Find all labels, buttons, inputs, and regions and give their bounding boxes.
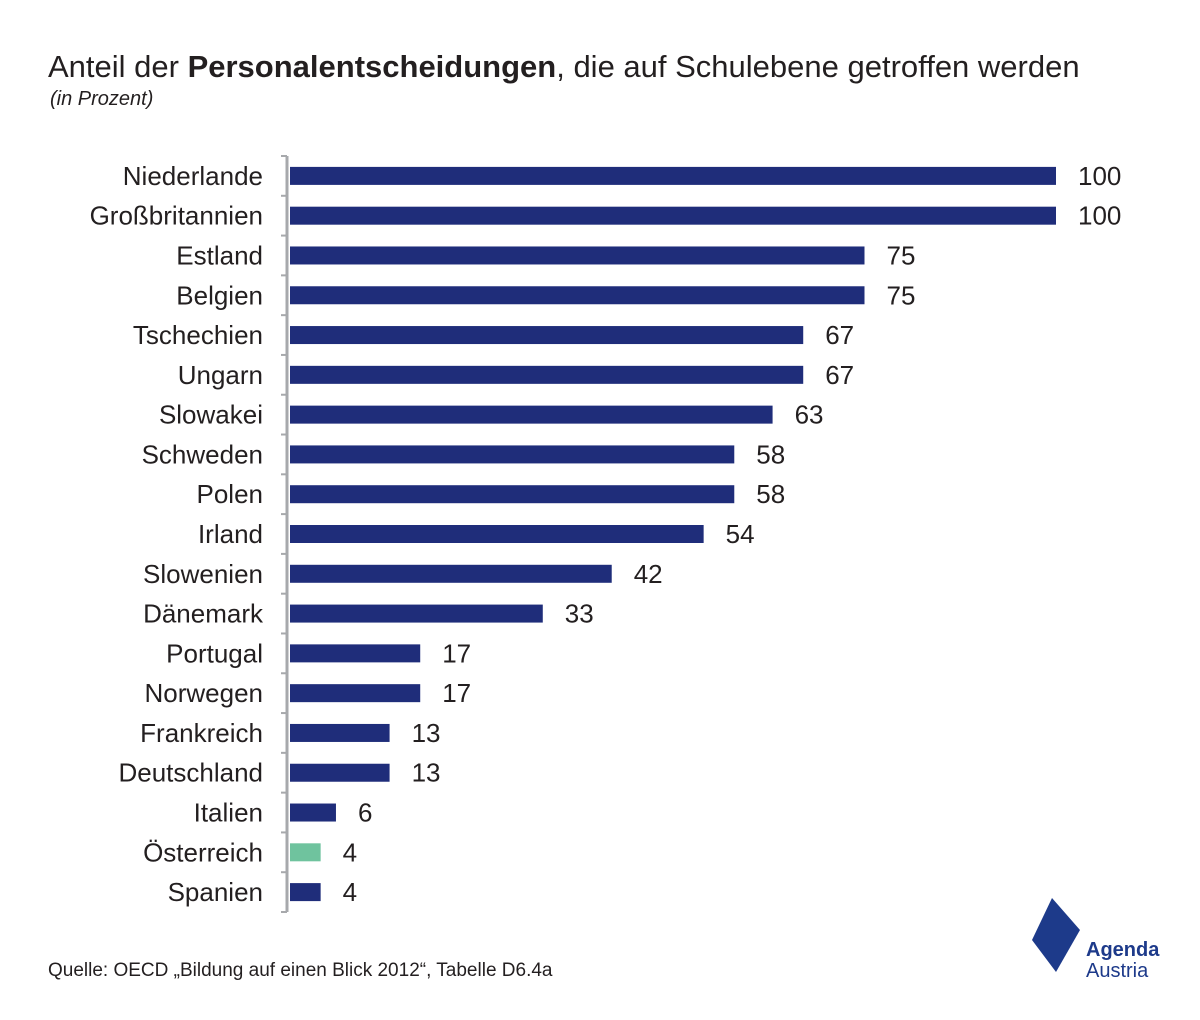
bar bbox=[290, 166, 1056, 185]
category-label: Frankreich bbox=[140, 718, 263, 748]
value-label: 17 bbox=[442, 638, 471, 668]
logo-line2: Austria bbox=[1086, 960, 1149, 982]
value-label: 67 bbox=[825, 320, 854, 350]
value-label: 33 bbox=[565, 599, 594, 629]
bar bbox=[290, 206, 1056, 225]
category-label: Dänemark bbox=[143, 599, 264, 629]
value-label: 13 bbox=[412, 758, 441, 788]
bar bbox=[290, 326, 804, 345]
bar bbox=[290, 564, 612, 583]
title-bold: Personalentscheidungen bbox=[187, 49, 557, 84]
category-label: Belgien bbox=[176, 280, 263, 310]
category-label: Slowenien bbox=[143, 559, 263, 589]
chart-subtitle: (in Prozent) bbox=[50, 88, 154, 110]
chart-title: Anteil der Personalentscheidungen, die a… bbox=[48, 48, 1080, 86]
bar bbox=[290, 723, 390, 742]
bar bbox=[290, 525, 704, 543]
value-label: 58 bbox=[756, 479, 785, 509]
bar bbox=[290, 604, 543, 623]
title-suffix: , die auf Schulebene getroffen werden bbox=[556, 49, 1080, 84]
logo-mark-icon bbox=[1032, 898, 1080, 972]
bar bbox=[290, 644, 421, 663]
bar bbox=[290, 286, 865, 305]
category-label: Spanien bbox=[168, 877, 263, 907]
category-label: Norwegen bbox=[144, 678, 263, 708]
bar bbox=[290, 883, 321, 902]
bar bbox=[290, 763, 390, 782]
value-label: 54 bbox=[726, 519, 755, 549]
value-label: 75 bbox=[887, 280, 916, 310]
bar bbox=[290, 405, 773, 424]
value-label: 6 bbox=[358, 798, 372, 828]
value-label: 75 bbox=[887, 240, 916, 270]
bar bbox=[290, 843, 321, 862]
value-label: 63 bbox=[795, 400, 824, 430]
category-label: Tschechien bbox=[133, 320, 263, 350]
value-label: 4 bbox=[343, 837, 357, 867]
category-label: Großbritannien bbox=[90, 201, 263, 231]
category-label: Österreich bbox=[143, 837, 263, 867]
category-label: Estland bbox=[176, 240, 263, 270]
title-prefix: Anteil der bbox=[48, 49, 188, 84]
value-label: 13 bbox=[412, 718, 441, 748]
category-label: Italien bbox=[194, 798, 263, 828]
category-label: Schweden bbox=[142, 439, 263, 469]
value-label: 100 bbox=[1078, 161, 1121, 191]
category-label: Polen bbox=[197, 479, 264, 509]
value-label: 67 bbox=[825, 360, 854, 390]
value-label: 17 bbox=[442, 678, 471, 708]
bar bbox=[290, 365, 804, 384]
logo-text: Agenda Austria bbox=[1086, 940, 1159, 982]
category-label: Deutschland bbox=[118, 758, 263, 788]
value-label: 100 bbox=[1078, 201, 1121, 231]
category-label: Niederlande bbox=[123, 161, 263, 191]
category-label: Ungarn bbox=[178, 360, 263, 390]
category-label: Portugal bbox=[166, 638, 263, 668]
value-label: 58 bbox=[756, 439, 785, 469]
category-label: Slowakei bbox=[159, 400, 263, 430]
value-label: 42 bbox=[634, 559, 663, 589]
category-label: Irland bbox=[198, 519, 263, 549]
bar bbox=[290, 485, 735, 504]
bar bbox=[290, 803, 336, 822]
bar bbox=[290, 684, 421, 703]
source-note: Quelle: OECD „Bildung auf einen Blick 20… bbox=[48, 960, 553, 981]
bar bbox=[290, 445, 735, 464]
value-label: 4 bbox=[343, 877, 357, 907]
logo-line1: Agenda bbox=[1086, 939, 1160, 961]
agenda-austria-logo bbox=[1032, 898, 1080, 972]
bar bbox=[290, 246, 865, 265]
